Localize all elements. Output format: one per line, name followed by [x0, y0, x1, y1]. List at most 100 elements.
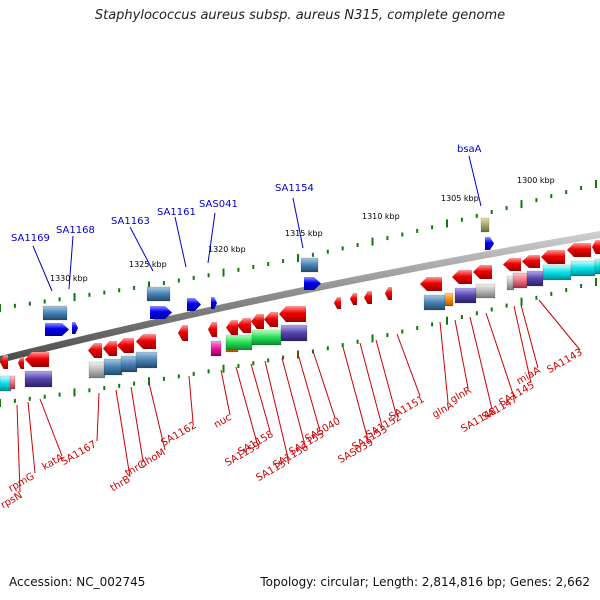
reverse-gene-arrow	[350, 293, 357, 305]
reverse-gene-arrow	[226, 320, 238, 335]
gene-features	[0, 217, 600, 392]
reverse-label-leader	[115, 389, 131, 478]
outer-tick	[267, 262, 270, 267]
inner-tick	[401, 329, 404, 334]
feature-box	[225, 334, 253, 351]
feature-box	[542, 264, 572, 281]
scale-label: 1315 kbp	[285, 229, 323, 238]
outer-tick	[88, 292, 91, 297]
inner-tick	[595, 278, 597, 286]
reverse-gene-arrow	[0, 355, 8, 369]
inner-tick	[550, 291, 553, 296]
outer-tick	[28, 301, 31, 306]
outer-tick	[565, 190, 568, 195]
outer-tick	[446, 219, 448, 228]
forward-label-leader	[292, 197, 304, 249]
outer-tick	[580, 186, 583, 191]
reverse-gene-label: SA1162	[159, 420, 198, 449]
accession-label: Accession: NC_002745	[9, 575, 146, 589]
reverse-gene-label: dhoM	[138, 447, 167, 470]
reverse-label-leader	[27, 401, 36, 474]
inner-tick	[475, 311, 478, 316]
outer-tick	[118, 288, 121, 293]
reverse-label-leader	[16, 404, 21, 493]
feature-box	[480, 217, 490, 233]
inner-tick	[252, 361, 255, 366]
inner-tick-track	[0, 278, 597, 407]
forward-label-leader	[68, 235, 74, 290]
reverse-label-leader	[469, 316, 493, 410]
outer-tick	[371, 237, 374, 246]
feature-box	[24, 370, 53, 388]
reverse-gene-label: SAS040	[303, 416, 342, 445]
reverse-label-leader	[342, 346, 369, 441]
inner-tick	[282, 355, 285, 360]
forward-gene-arrow	[150, 306, 172, 319]
scale-labels: 1330 kbp 1325 kbp 1320 kbp 1315 kbp 1310 kbp…	[50, 176, 555, 283]
inner-tick	[88, 388, 91, 393]
reverse-label-leader	[39, 398, 63, 457]
forward-label-leader	[174, 216, 187, 268]
reverse-label-leader	[220, 369, 231, 416]
feature-box	[512, 272, 528, 289]
feature-box	[88, 361, 106, 379]
reverse-label-leader	[235, 366, 258, 444]
outer-tick	[43, 299, 46, 304]
inner-tick	[58, 392, 61, 397]
outer-tick	[133, 285, 136, 290]
reverse-label-leader	[148, 382, 166, 451]
outer-tick	[237, 267, 240, 272]
inner-tick	[0, 399, 1, 407]
inner-tick	[148, 377, 150, 386]
forward-label-leader	[129, 226, 154, 272]
outer-tick	[222, 268, 225, 277]
reverse-gene-label: SA1143	[545, 347, 584, 376]
inner-tick	[177, 374, 180, 379]
forward-gene-label: SAS041	[199, 199, 238, 210]
inner-tick	[565, 287, 568, 292]
forward-gene-arrow	[187, 298, 201, 311]
inner-tick	[192, 371, 195, 376]
reverse-gene-arrow	[503, 258, 521, 271]
reverse-label-leader	[96, 392, 100, 442]
outer-tick	[103, 290, 106, 295]
reverse-gene-label: glnR	[449, 385, 474, 406]
reverse-gene-arrow	[136, 334, 156, 349]
reverse-gene-arrow	[420, 277, 442, 291]
reverse-gene-arrow	[264, 312, 278, 327]
feature-box	[146, 286, 171, 302]
outer-tick	[416, 228, 419, 233]
outer-tick-track	[0, 180, 597, 312]
inner-tick	[416, 326, 419, 331]
forward-label-leader	[207, 212, 216, 264]
outer-tick	[73, 293, 76, 302]
reverse-label-leader	[513, 305, 532, 384]
genome-title: Staphylococcus aureus subsp. aureus N315…	[94, 8, 506, 23]
reverse-label-leader	[130, 386, 144, 462]
outer-tick	[520, 200, 523, 209]
reverse-gene-label: SA1151	[387, 394, 426, 423]
reverse-label-leader	[439, 321, 449, 403]
outer-tick	[356, 243, 359, 248]
feature-box	[135, 351, 158, 369]
forward-gene-label: SA1168	[56, 225, 95, 236]
reverse-label-leader	[538, 299, 581, 351]
reverse-label-leader	[454, 319, 469, 389]
outer-tick	[311, 252, 314, 257]
reverse-gene-label: rpmG	[7, 471, 37, 495]
inner-tick	[103, 386, 106, 391]
genome-backbone	[0, 231, 600, 363]
scale-label: 1310 kbp	[362, 212, 400, 221]
scale-label: 1320 kbp	[208, 245, 246, 254]
outer-tick	[386, 236, 389, 241]
inner-tick	[341, 343, 344, 348]
reverse-label-leader	[359, 342, 383, 427]
reverse-gene-arrow	[103, 341, 117, 356]
feature-box	[103, 358, 123, 376]
feature-box	[0, 375, 12, 392]
feature-box	[9, 375, 16, 390]
inner-tick	[28, 396, 31, 401]
